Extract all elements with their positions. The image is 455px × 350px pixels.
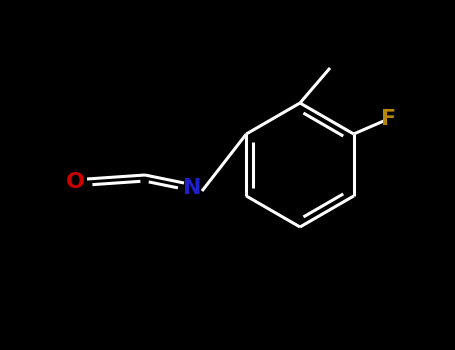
Text: F: F [381, 109, 396, 129]
Text: O: O [66, 172, 85, 192]
Text: N: N [183, 178, 201, 198]
